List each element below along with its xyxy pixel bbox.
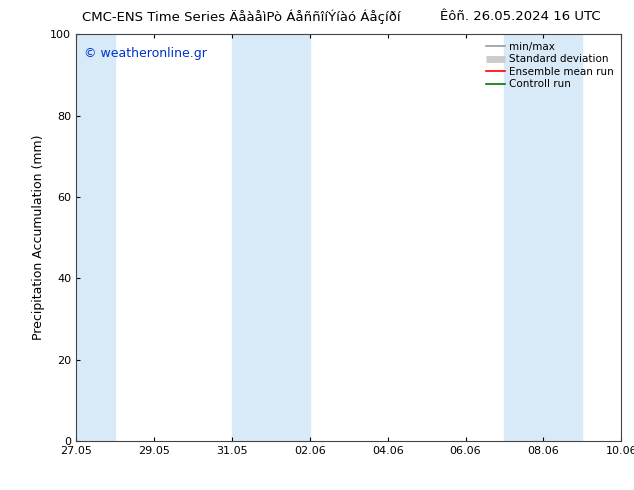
Bar [505,34,583,441]
Text: © weatheronline.gr: © weatheronline.gr [84,47,207,59]
Text: Êôñ. 26.05.2024 16 UTC: Êôñ. 26.05.2024 16 UTC [439,10,600,23]
Y-axis label: Precipitation Accumulation (mm): Precipitation Accumulation (mm) [32,135,44,341]
Text: CMC-ENS Time Series ÄåàåìPò ÁåññîíÝíàó Áåçíðí: CMC-ENS Time Series ÄåàåìPò ÁåññîíÝíàó Á… [82,10,400,24]
Legend: min/max, Standard deviation, Ensemble mean run, Controll run: min/max, Standard deviation, Ensemble me… [482,37,618,94]
Bar [76,34,115,441]
Bar [232,34,310,441]
